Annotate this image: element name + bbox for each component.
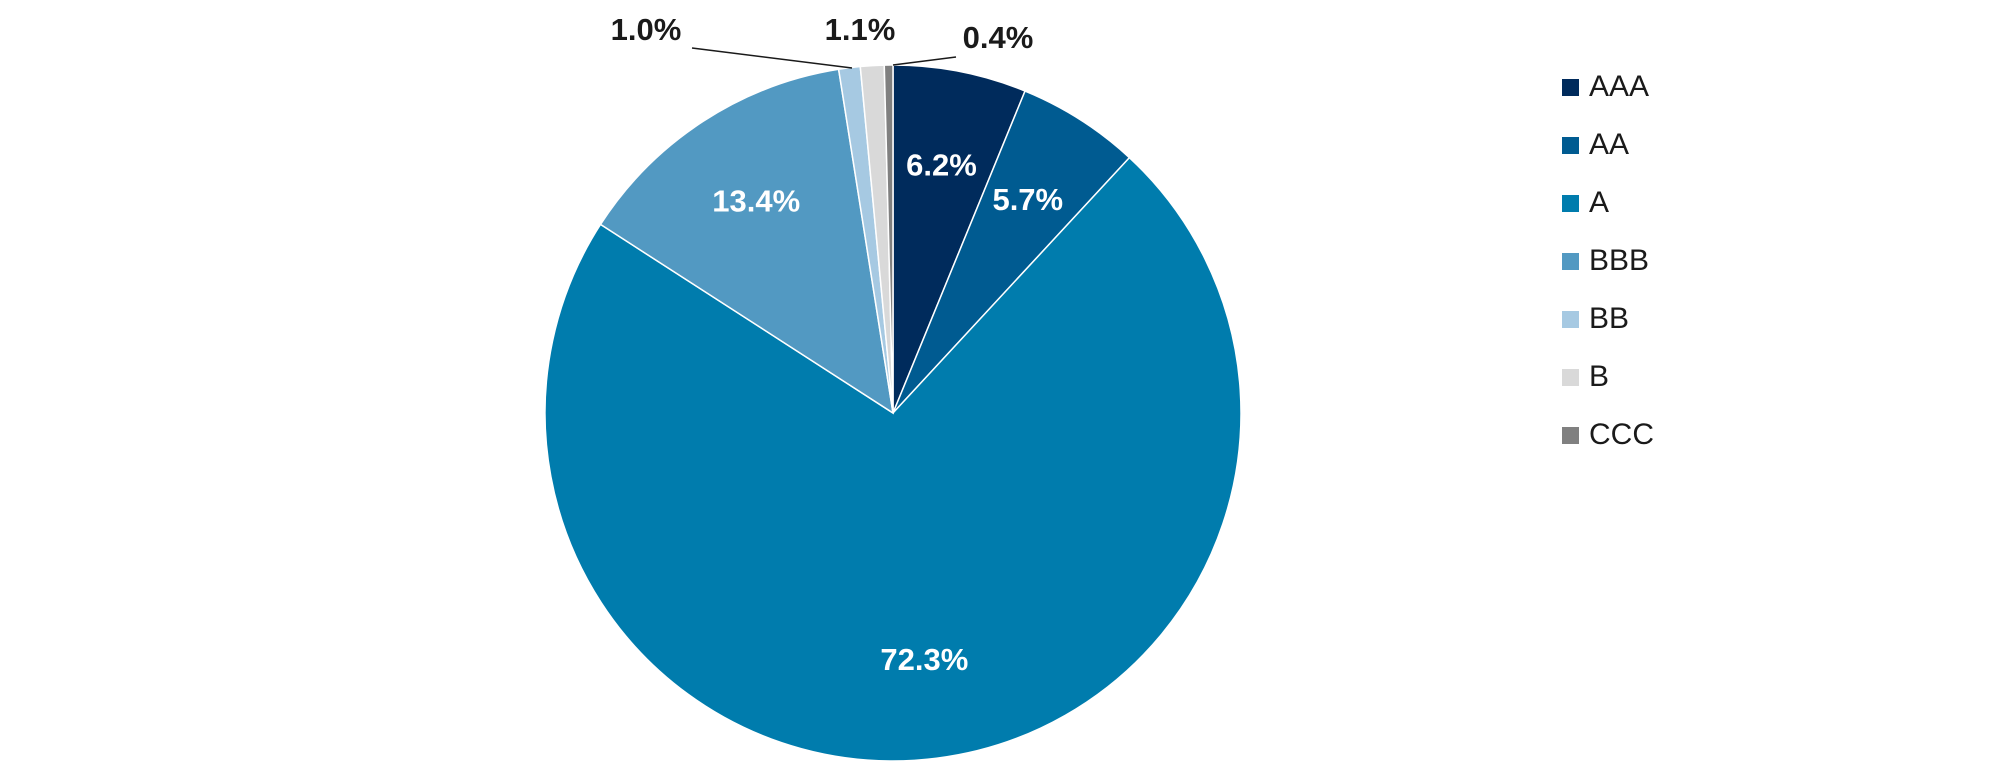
leader-lines	[691, 47, 957, 69]
legend-item-bb: BB	[1562, 290, 1654, 348]
pie-slice-bbb	[599, 68, 895, 415]
slice-label-aaa: 6.2%	[906, 147, 977, 182]
legend-swatch-bbb	[1562, 252, 1579, 270]
legend-swatch-a	[1562, 194, 1579, 212]
leader-line-bb	[691, 47, 853, 69]
legend-swatch-ccc	[1562, 426, 1579, 444]
legend-label-bbb: BBB	[1589, 244, 1650, 277]
legend-label-aa: AA	[1589, 128, 1630, 161]
legend-item-aaa: AAA	[1562, 58, 1654, 116]
legend-item-aa: AA	[1562, 116, 1654, 174]
legend-label-b: B	[1589, 360, 1610, 393]
legend-swatch-bb	[1562, 310, 1579, 328]
legend-label-aaa: AAA	[1589, 70, 1650, 103]
legend-item-a: A	[1562, 174, 1654, 232]
slice-label-aa: 5.7%	[992, 182, 1063, 217]
pie-slices	[544, 64, 1242, 762]
legend-swatch-aa	[1562, 136, 1579, 154]
leader-line-ccc	[892, 56, 957, 66]
legend-swatch-b	[1562, 368, 1579, 386]
pie-slice-a	[544, 156, 1242, 762]
slice-label-ccc: 0.4%	[963, 20, 1034, 55]
pie-slice-ccc	[883, 64, 894, 414]
legend-item-b: B	[1562, 348, 1654, 406]
legend-label-a: A	[1589, 186, 1610, 219]
legend-label-bb: BB	[1589, 302, 1630, 335]
slice-label-bb: 1.0%	[611, 12, 682, 47]
slice-label-bbb: 13.4%	[712, 183, 800, 218]
slice-labels: 6.2% 5.7% 72.3% 13.4% 1.0% 1.1% 0.4%	[611, 12, 1063, 677]
pie-slice-aa	[892, 90, 1131, 414]
legend-label-ccc: CCC	[1589, 418, 1654, 451]
legend: AAA AA A BBB BB B CCC	[1562, 58, 1654, 464]
slice-label-a: 72.3%	[880, 642, 968, 677]
legend-item-ccc: CCC	[1562, 406, 1654, 464]
legend-item-bbb: BBB	[1562, 232, 1654, 290]
slice-label-b: 1.1%	[825, 12, 896, 47]
legend-swatch-aaa	[1562, 78, 1579, 96]
